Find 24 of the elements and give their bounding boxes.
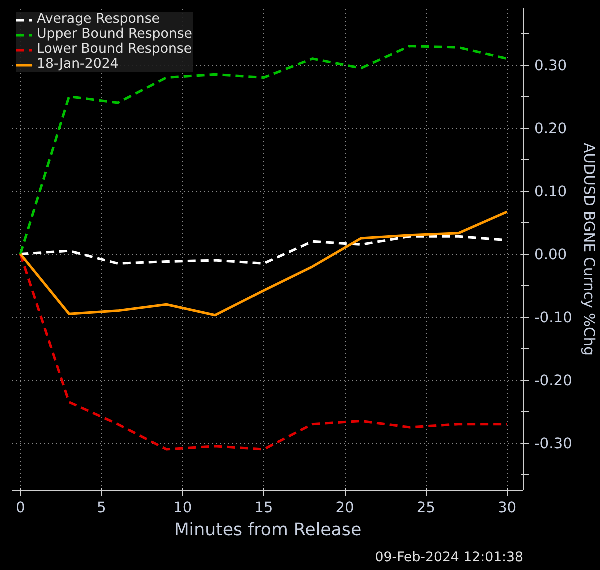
y-tick-label: -0.30 [534, 436, 572, 453]
x-tick-label: 5 [97, 500, 106, 516]
y-tick-label: 0.00 [534, 246, 568, 264]
text: 09-Feb-2024 12:01:38 [375, 550, 524, 566]
legend-label: 18-Jan-2024 [37, 57, 119, 72]
y-axis-title: AUDUSD BGNE Curncy %Chg [580, 143, 598, 356]
x-tick-label: 10 [174, 500, 192, 516]
line-series [19, 235, 509, 265]
line-series [19, 252, 509, 451]
x-tick-label: 15 [254, 500, 274, 516]
y-tick-label: -0.10 [534, 310, 572, 327]
line-series [19, 210, 509, 317]
y-tick-label: 0.30 [534, 58, 568, 75]
x-tick-label: 20 [336, 500, 354, 516]
x-tick-label: 25 [416, 500, 436, 516]
legend-label: Upper Bound Response [37, 27, 192, 42]
y-tick-label: 0.20 [534, 120, 568, 138]
y-tick-label: -0.20 [534, 372, 572, 390]
legend-label: Average Response [37, 12, 160, 27]
y-tick-label: 0.10 [534, 184, 568, 201]
x-tick-label: 0 [16, 500, 26, 516]
x-axis-title: Minutes from Release [174, 520, 362, 540]
legend-label: Lower Bound Response [37, 42, 192, 57]
x-tick-label: 30 [498, 500, 517, 516]
